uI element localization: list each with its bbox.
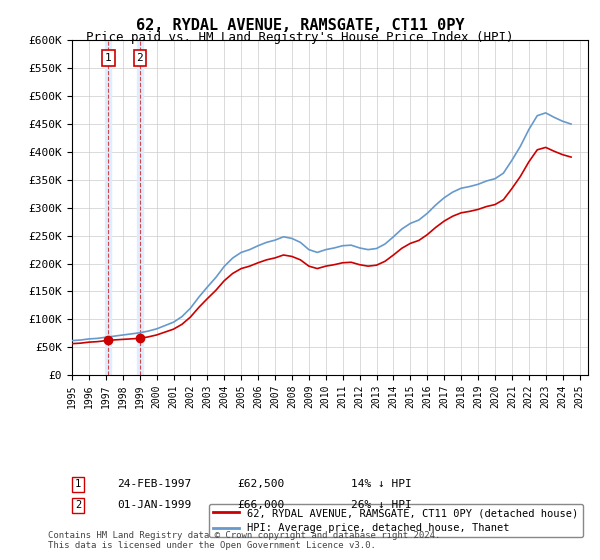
Text: £62,500: £62,500 (237, 479, 284, 489)
Text: 1: 1 (105, 53, 112, 63)
Legend: 62, RYDAL AVENUE, RAMSGATE, CT11 0PY (detached house), HPI: Average price, detac: 62, RYDAL AVENUE, RAMSGATE, CT11 0PY (de… (209, 504, 583, 538)
Text: 14% ↓ HPI: 14% ↓ HPI (351, 479, 412, 489)
Text: 1: 1 (75, 479, 81, 489)
Text: 24-FEB-1997: 24-FEB-1997 (117, 479, 191, 489)
Text: 26% ↓ HPI: 26% ↓ HPI (351, 500, 412, 510)
Text: 2: 2 (75, 500, 81, 510)
Text: £66,000: £66,000 (237, 500, 284, 510)
Text: 01-JAN-1999: 01-JAN-1999 (117, 500, 191, 510)
Text: Contains HM Land Registry data © Crown copyright and database right 2024.
This d: Contains HM Land Registry data © Crown c… (48, 530, 440, 550)
Text: Price paid vs. HM Land Registry's House Price Index (HPI): Price paid vs. HM Land Registry's House … (86, 31, 514, 44)
Bar (137, 40, 143, 375)
Text: 62, RYDAL AVENUE, RAMSGATE, CT11 0PY: 62, RYDAL AVENUE, RAMSGATE, CT11 0PY (136, 18, 464, 33)
Bar (106, 40, 112, 375)
Text: 2: 2 (136, 53, 143, 63)
